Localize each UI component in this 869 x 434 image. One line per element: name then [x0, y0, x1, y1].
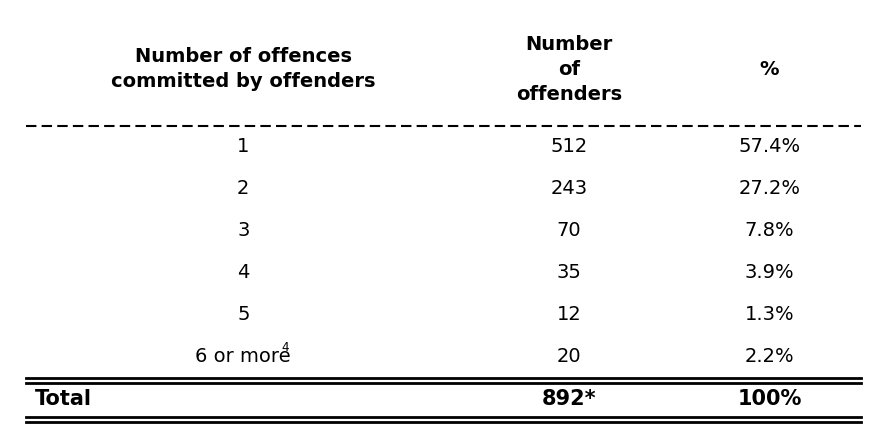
Text: Number of offences
committed by offenders: Number of offences committed by offender…: [111, 47, 375, 92]
Text: 1.3%: 1.3%: [744, 305, 793, 324]
Text: 4: 4: [281, 341, 289, 354]
Text: 5: 5: [236, 305, 249, 324]
Text: 12: 12: [556, 305, 580, 324]
Text: 20: 20: [556, 347, 580, 366]
Text: 3.9%: 3.9%: [744, 263, 793, 282]
Text: 4: 4: [236, 263, 249, 282]
Text: 1: 1: [236, 137, 249, 156]
Text: 512: 512: [550, 137, 587, 156]
Text: 6 or more: 6 or more: [196, 347, 291, 366]
Text: 2: 2: [236, 179, 249, 198]
Text: 892*: 892*: [541, 389, 595, 409]
Text: 7.8%: 7.8%: [744, 221, 793, 240]
Text: Total: Total: [35, 389, 92, 409]
Text: %: %: [759, 60, 779, 79]
Text: 27.2%: 27.2%: [738, 179, 799, 198]
Text: 3: 3: [236, 221, 249, 240]
Text: 57.4%: 57.4%: [738, 137, 799, 156]
Text: Number
of
offenders: Number of offenders: [515, 35, 621, 104]
Text: 100%: 100%: [736, 389, 800, 409]
Text: 70: 70: [556, 221, 580, 240]
Text: 243: 243: [550, 179, 587, 198]
Text: 35: 35: [556, 263, 580, 282]
Text: 2.2%: 2.2%: [744, 347, 793, 366]
